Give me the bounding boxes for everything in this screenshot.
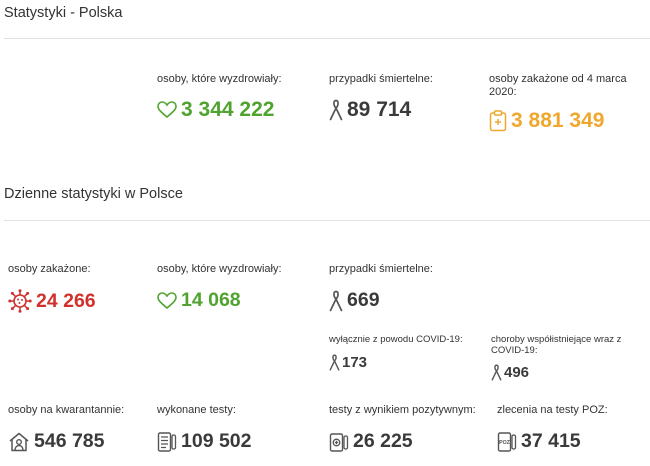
total-recovered-stat: osoby, które wyzdrowiały: 3 344 222 [157,73,282,122]
ribbon-icon [329,354,340,371]
stat-label: osoby zakażone: [8,263,91,275]
divider [4,220,650,221]
daily-poz-orders-stat: zlecenia na testy POZ: POZ 37 415 [497,404,608,453]
stat-label: choroby współistniejące wraz z COVID-19: [491,334,622,356]
stat-value: 496 [504,364,530,381]
daily-deaths-comorbid-stat: choroby współistniejące wraz z COVID-19:… [491,334,643,381]
stat-value: 173 [342,354,368,371]
stat-value: 109 502 [181,430,252,452]
daily-recovered-stat: osoby, które wyzdrowiały: 14 068 [157,263,282,312]
virus-icon [8,289,32,313]
stat-label: osoby na kwarantannie: [8,404,125,416]
poz-icon: POZ [497,431,517,453]
stat-label: przypadki śmiertelne: [329,73,433,85]
test-list-icon [157,431,177,453]
clipboard-icon [489,110,507,132]
stat-value: 669 [347,289,380,311]
stat-label: wyłącznie z powodu COVID-19: [329,334,463,345]
total-infected-stat: osoby zakażone od 4 marca 2020: 3 881 34… [489,73,639,133]
stat-value: 26 225 [353,430,413,452]
house-person-icon [8,432,30,452]
stat-label: zlecenia na testy POZ: [497,404,608,416]
stat-label: przypadki śmiertelne: [329,263,433,275]
stat-value: 14 068 [181,289,241,311]
stat-label: osoby, które wyzdrowiały: [157,73,282,85]
stat-value: 3 344 222 [181,98,275,121]
divider [4,38,650,39]
stat-value: 546 785 [34,430,105,452]
section-title: Dzienne statystyki w Polsce [4,186,183,202]
heart-icon [157,101,177,119]
total-deaths-stat: przypadki śmiertelne: 89 714 [329,73,433,122]
stat-label: testy z wynikiem pozytywnym: [329,404,476,416]
page-title: Statystyki - Polska [4,5,123,21]
poz-icon-text: POZ [499,440,510,446]
daily-deaths-covid-stat: wyłącznie z powodu COVID-19: 173 [329,334,463,371]
heart-icon [157,291,177,310]
ribbon-icon [329,99,343,121]
stat-label: osoby zakażone od 4 marca 2020: [489,73,627,98]
daily-tests-stat: wykonane testy: 109 502 [157,404,252,453]
stat-label: osoby, które wyzdrowiały: [157,263,282,275]
daily-quarantine-stat: osoby na kwarantannie: 546 785 [8,404,124,453]
daily-positive-tests-stat: testy z wynikiem pozytywnym: 26 225 [329,404,476,453]
stat-value: 89 714 [347,98,412,121]
daily-infected-stat: osoby zakażone: 24 266 [8,263,96,313]
stat-value: 37 415 [521,430,581,452]
stat-label: wykonane testy: [157,404,236,416]
stat-value: 24 266 [36,289,96,312]
daily-deaths-stat: przypadki śmiertelne: 669 [329,263,433,312]
stat-value: 3 881 349 [511,109,605,132]
ribbon-icon [329,290,343,312]
positive-test-icon [329,431,349,453]
ribbon-icon [491,364,502,381]
